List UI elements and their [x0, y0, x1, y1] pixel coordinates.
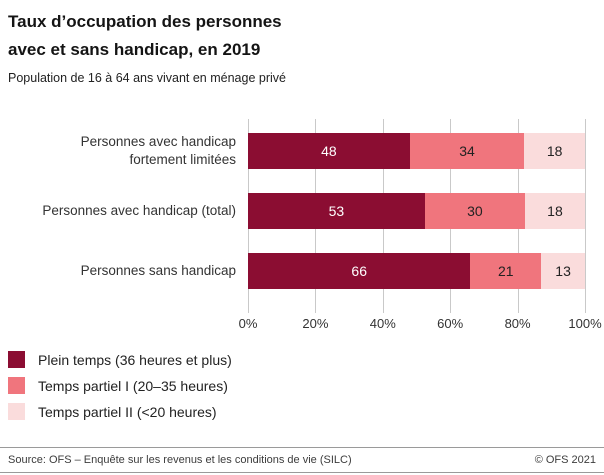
bar-segment: 21	[470, 253, 542, 290]
bar-segment: 66	[248, 253, 471, 290]
chart-subtitle: Population de 16 à 64 ans vivant en ména…	[8, 71, 286, 85]
x-axis-ticks: 0% 20% 40% 60% 80% 100%	[239, 313, 602, 332]
stacked-bar: 53 30 18	[248, 193, 585, 230]
legend-label: Plein temps (36 heures et plus)	[38, 351, 232, 368]
chart-title: Taux d’occupation des personnes avec et …	[0, 0, 604, 64]
source-text: Source: OFS – Enquête sur les revenus et…	[8, 454, 352, 466]
gridline	[585, 119, 586, 314]
category-label: Personnes avec handicap (total)	[42, 203, 236, 219]
copyright-text: © OFS 2021	[534, 454, 596, 466]
chart-row: Personnes sans handicap 66 21 13	[8, 253, 585, 290]
chart-row: Personnes avec handicap fortement limité…	[8, 133, 585, 170]
category-label: Personnes sans handicap	[80, 263, 236, 279]
stacked-bar: 48 34 18	[248, 133, 585, 170]
bar-segment: 30	[424, 193, 525, 230]
legend-item: Plein temps (36 heures et plus)	[8, 351, 604, 369]
x-tick-label: 80%	[504, 316, 531, 332]
bar-segment: 18	[524, 193, 585, 230]
stacked-bar: 66 21 13	[248, 253, 585, 290]
x-tick-label: 20%	[302, 316, 329, 332]
legend-item: Temps partiel I (20–35 heures)	[8, 377, 604, 395]
footer: Source: OFS – Enquête sur les revenus et…	[0, 447, 604, 473]
x-tick-label: 0%	[238, 316, 258, 332]
legend-label: Temps partiel I (20–35 heures)	[38, 377, 228, 394]
x-tick-label: 60%	[437, 316, 464, 332]
legend-swatch	[8, 377, 25, 395]
chart-title-line-2: avec et sans handicap, en 2019	[8, 40, 261, 59]
stacked-bar-chart: Personnes avec handicap fortement limité…	[8, 119, 602, 332]
chart-title-line-1: Taux d’occupation des personnes	[8, 12, 282, 31]
legend-swatch	[8, 403, 25, 421]
bar-segment: 13	[541, 253, 585, 290]
bar-segment: 53	[248, 193, 425, 230]
x-tick-label: 100%	[568, 316, 602, 332]
bar-segment: 48	[248, 133, 410, 170]
legend-swatch	[8, 351, 25, 369]
legend-label: Temps partiel II (<20 heures)	[38, 403, 217, 420]
chart-rows: Personnes avec handicap fortement limité…	[8, 119, 585, 290]
x-tick-label: 40%	[369, 316, 396, 332]
bar-segment: 18	[524, 133, 585, 170]
legend: Plein temps (36 heures et plus) Temps par…	[8, 351, 604, 421]
bar-segment: 34	[409, 133, 525, 170]
legend-item: Temps partiel II (<20 heures)	[8, 403, 604, 421]
chart-row: Personnes avec handicap (total) 53 30 18	[8, 193, 585, 230]
category-label: Personnes avec handicap fortement limité…	[80, 134, 236, 168]
